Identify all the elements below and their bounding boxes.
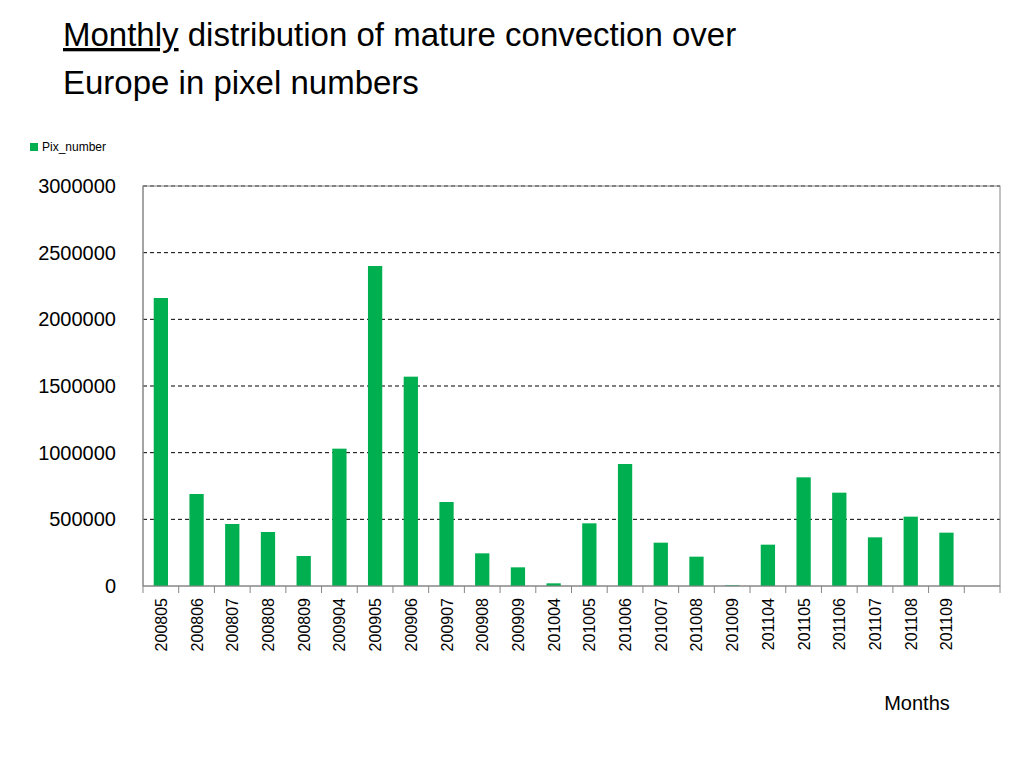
x-tick (964, 586, 965, 593)
bar (511, 567, 525, 586)
legend: Pix_number (30, 140, 106, 154)
x-tick-label: 201007 (653, 598, 670, 651)
chart-root: Monthly distribution of mature convectio… (0, 0, 1024, 768)
bar (939, 533, 953, 586)
x-tick (571, 586, 572, 593)
x-tick-label: 200906 (403, 598, 420, 651)
x-tick (214, 586, 215, 593)
x-tick-label: 201109 (938, 598, 955, 650)
bar (689, 557, 703, 586)
x-tick-label: 200904 (331, 598, 348, 651)
chart-svg: Monthly distribution of mature convectio… (0, 0, 1024, 768)
x-tick-label: 201107 (867, 598, 884, 650)
grid-line (143, 452, 1000, 453)
bar (225, 524, 239, 586)
bar (368, 266, 382, 586)
x-tick-label: 200806 (189, 598, 206, 651)
x-tick-label: 200905 (367, 598, 384, 651)
x-tick-label: 201104 (760, 598, 777, 650)
x-tick-label: 201005 (581, 598, 598, 651)
x-tick (678, 586, 679, 593)
bar (618, 464, 632, 586)
x-tick (928, 586, 929, 593)
x-tick-start (143, 586, 144, 593)
y-tick-label: 1000000 (38, 442, 116, 464)
bar (189, 494, 203, 586)
x-tick (714, 586, 715, 593)
bar (868, 537, 882, 586)
legend-swatch (30, 143, 38, 151)
x-tick (535, 586, 536, 593)
x-tick-label: 201009 (724, 598, 741, 651)
x-tick (178, 586, 179, 593)
x-tick (250, 586, 251, 593)
x-tick-label: 200805 (153, 598, 170, 651)
x-tick (857, 586, 858, 593)
x-tick-label: 201106 (831, 598, 848, 650)
x-tick (892, 586, 893, 593)
bar (404, 377, 418, 586)
bar (761, 545, 775, 586)
x-tick (392, 586, 393, 593)
bar (582, 523, 596, 586)
x-tick (750, 586, 751, 593)
x-tick (642, 586, 643, 593)
x-tick-label: 200908 (474, 598, 491, 651)
x-tick-label: 200909 (510, 598, 527, 651)
x-tick-label: 200907 (439, 598, 456, 651)
bar (654, 543, 668, 586)
bar (475, 553, 489, 586)
grid-line (143, 319, 1000, 320)
x-tick-label: 201008 (688, 598, 705, 651)
y-tick-label: 0 (105, 575, 116, 597)
chart-title: Monthly distribution of mature convectio… (63, 16, 736, 101)
y-tick-label: 3000000 (38, 175, 116, 197)
bar (261, 532, 275, 586)
grid-line (143, 519, 1000, 520)
bar (332, 449, 346, 586)
x-tick-label: 201108 (903, 598, 920, 650)
x-tick-label: 200807 (224, 598, 241, 651)
x-tick (607, 586, 608, 593)
x-tick-label: 201006 (617, 598, 634, 651)
bar (439, 502, 453, 586)
bar (904, 517, 918, 586)
grid-line (143, 386, 1000, 387)
bar (796, 477, 810, 586)
y-tick-label: 1500000 (38, 375, 116, 397)
x-tick-label: 201105 (796, 598, 813, 650)
y-axis-line (143, 186, 144, 586)
y-tick-label: 500000 (49, 508, 116, 530)
x-tick-label: 200808 (260, 598, 277, 651)
bar (297, 556, 311, 586)
x-tick (1000, 586, 1001, 593)
x-tick (357, 586, 358, 593)
x-axis-label: Months (884, 692, 950, 714)
x-tick (821, 586, 822, 593)
y-tick-label: 2000000 (38, 308, 116, 330)
x-tick-label: 201004 (546, 598, 563, 651)
x-tick (500, 586, 501, 593)
bars (154, 266, 954, 586)
x-tick (321, 586, 322, 593)
x-tick-label: 200809 (296, 598, 313, 651)
grid-line (143, 252, 1000, 253)
x-tick (785, 586, 786, 593)
y-tick-label: 2500000 (38, 242, 116, 264)
bar (832, 493, 846, 586)
legend-label: Pix_number (42, 140, 106, 154)
x-tick (428, 586, 429, 593)
bar (154, 298, 168, 586)
x-tick (464, 586, 465, 593)
x-tick (285, 586, 286, 593)
plot-frame (143, 186, 1000, 586)
